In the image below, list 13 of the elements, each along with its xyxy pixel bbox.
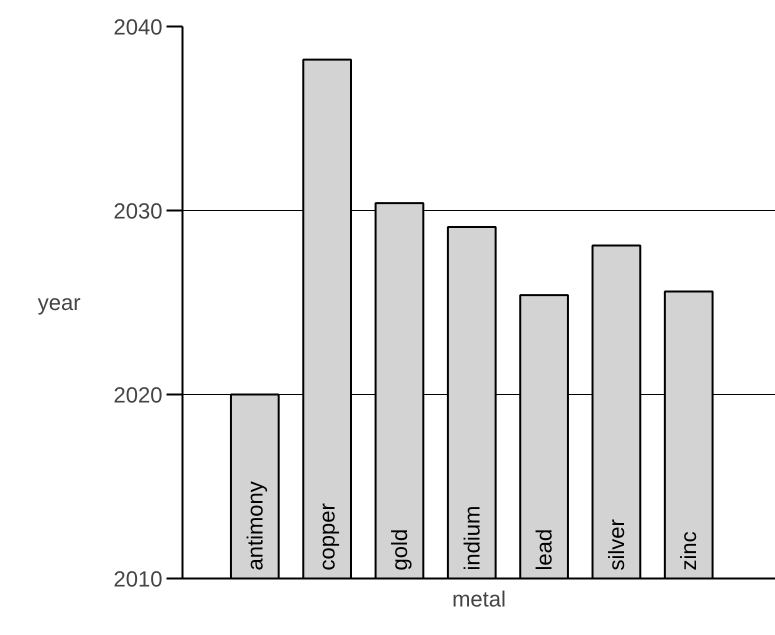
x-tick-label: antimony [242, 481, 268, 570]
x-axis-title: metal [452, 586, 506, 612]
y-tick-label: 2010 [114, 566, 163, 592]
x-tick-label: lead [532, 528, 557, 570]
x-tick-label: zinc [676, 531, 702, 570]
y-tick-label: 2040 [114, 14, 163, 40]
x-tick-label: silver [604, 519, 629, 570]
x-tick-label: indium [459, 506, 484, 570]
x-tick-label: gold [386, 528, 412, 570]
y-tick-label: 2030 [114, 198, 163, 224]
y-axis-title: year [38, 290, 81, 315]
x-tick-label: copper [314, 503, 340, 570]
y-tick-label: 2020 [114, 382, 163, 408]
